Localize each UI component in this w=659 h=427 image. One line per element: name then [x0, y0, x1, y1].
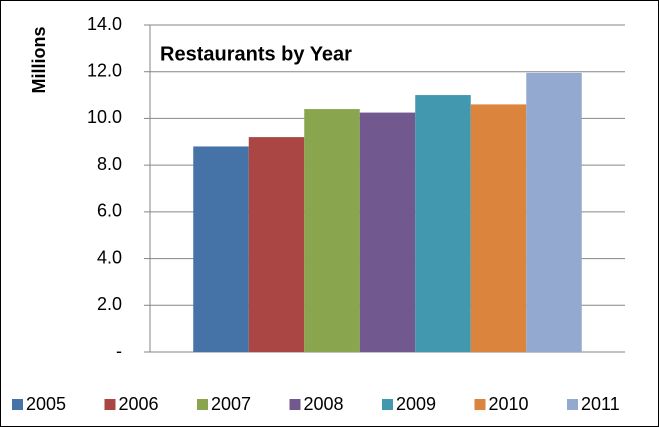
y-tick-label: 14.0 [87, 14, 122, 34]
legend-swatch [474, 399, 486, 410]
bar [526, 72, 582, 352]
legend-swatch [567, 399, 578, 410]
legend-label: 2007 [211, 394, 251, 414]
y-tick-label: 6.0 [97, 201, 122, 221]
y-tick-label: 12.0 [87, 60, 122, 80]
bar [415, 95, 471, 353]
y-tick-label: 8.0 [97, 154, 122, 174]
y-tick-label: - [116, 341, 122, 361]
bar [304, 109, 360, 352]
legend-swatch [104, 399, 116, 410]
y-tick-label: 10.0 [87, 107, 122, 127]
legend-swatch [289, 399, 301, 410]
legend-swatch [197, 399, 208, 410]
legend-label: 2010 [489, 394, 529, 414]
legend-label: 2005 [26, 394, 66, 414]
legend-swatch [12, 399, 23, 410]
legend-label: 2006 [119, 394, 159, 414]
y-axis-label: Millions [29, 27, 49, 94]
legend-label: 2011 [581, 394, 620, 414]
y-tick-label: 2.0 [97, 294, 122, 314]
bar [359, 112, 416, 352]
legend-label: 2009 [396, 394, 436, 414]
chart-title: Restaurants by Year [160, 43, 352, 65]
bar [470, 104, 527, 353]
bar [248, 137, 305, 352]
bar [193, 146, 249, 352]
legend-swatch [382, 399, 393, 410]
y-tick-label: 4.0 [97, 247, 122, 267]
legend-label: 2008 [304, 394, 344, 414]
